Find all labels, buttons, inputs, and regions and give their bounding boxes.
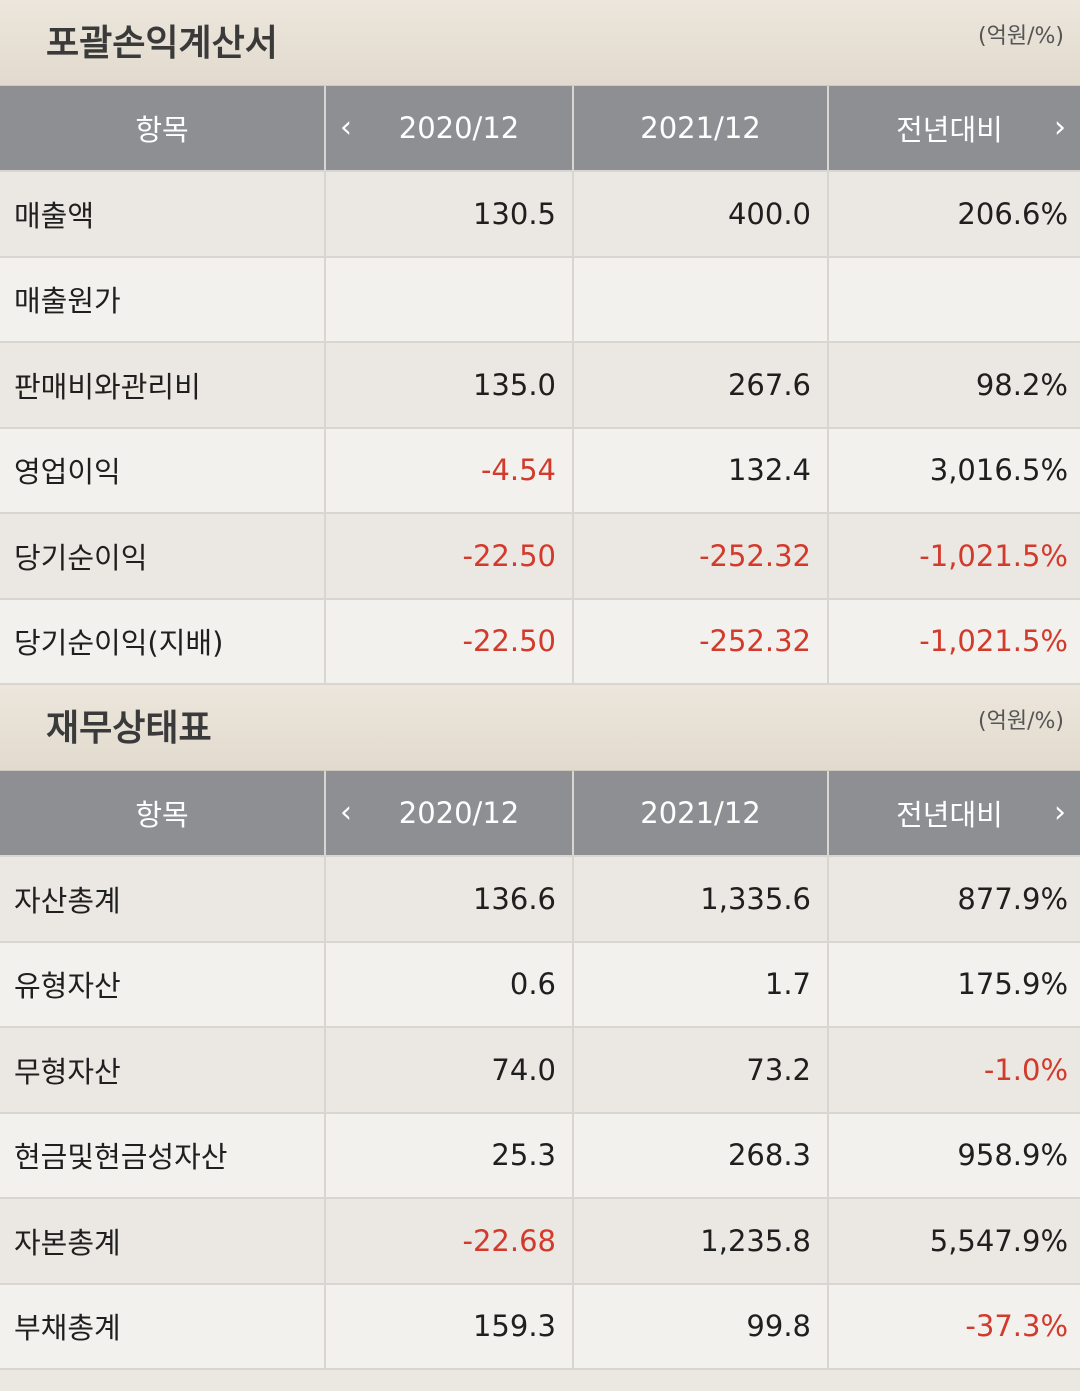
value-2021: 73.2 — [573, 1027, 829, 1114]
value-yoy: 3,016.5% — [828, 427, 1080, 514]
value-2020: -22.50 — [325, 513, 574, 600]
value-2021: 267.6 — [573, 342, 829, 429]
value-2021: 1,335.6 — [573, 856, 829, 943]
income-statement-unit: (억원/%) — [978, 24, 1064, 49]
table-row: 당기순이익 -22.50 -252.32 -1,021.5% — [0, 513, 1080, 600]
table-row: 자산총계 136.6 1,335.6 877.9% — [0, 856, 1080, 943]
value-2021: 1,235.8 — [573, 1198, 829, 1285]
value-yoy — [828, 256, 1080, 343]
value-2020: 74.0 — [325, 1027, 574, 1114]
row-label: 매출액 — [0, 171, 326, 258]
row-label: 유형자산 — [0, 941, 326, 1028]
table-row: 자본총계 -22.68 1,235.8 5,547.9% — [0, 1198, 1080, 1285]
value-2021: -252.32 — [573, 513, 829, 600]
table-row: 판매비와관리비 135.0 267.6 98.2% — [0, 342, 1080, 429]
balance-table-body: 자산총계 136.6 1,335.6 877.9% 유형자산 0.6 1.7 175.9% … — [0, 856, 1080, 1370]
value-yoy: 877.9% — [828, 856, 1080, 943]
chevron-left-icon[interactable]: ‹ — [340, 795, 352, 830]
balance-sheet-table: 항목 ‹ 2020/12 2021/12 전년대비 › 자산총계 136.6 1,3… — [0, 771, 1080, 1370]
income-table-header: 항목 ‹ 2020/12 2021/12 전년대비 › — [0, 86, 1080, 172]
value-2021: -252.32 — [573, 598, 829, 685]
value-yoy: 206.6% — [828, 171, 1080, 258]
value-2020: -22.50 — [325, 598, 574, 685]
value-yoy: 5,547.9% — [828, 1198, 1080, 1285]
value-2020: 136.6 — [325, 856, 574, 943]
balance-table-header: 항목 ‹ 2020/12 2021/12 전년대비 › — [0, 771, 1080, 857]
yoy-column-header: 전년대비 › — [828, 86, 1080, 172]
row-label: 현금및현금성자산 — [0, 1112, 326, 1199]
value-yoy: 175.9% — [828, 941, 1080, 1028]
table-row: 부채총계 159.3 99.8 -37.3% — [0, 1283, 1080, 1370]
value-2020: 0.6 — [325, 941, 574, 1028]
chevron-right-icon[interactable]: › — [1054, 110, 1066, 145]
income-table-body: 매출액 130.5 400.0 206.6% 매출원가 판매비와관리비 135.0 267… — [0, 171, 1080, 685]
table-row: 매출액 130.5 400.0 206.6% — [0, 171, 1080, 258]
table-row: 매출원가 — [0, 256, 1080, 343]
value-yoy: -37.3% — [828, 1283, 1080, 1370]
income-statement-header: 포괄손익계산서 (억원/%) — [0, 0, 1080, 86]
item-column-header: 항목 — [0, 771, 326, 857]
income-statement-table: 항목 ‹ 2020/12 2021/12 전년대비 › 매출액 130.5 400.… — [0, 86, 1080, 685]
table-row: 무형자산 74.0 73.2 -1.0% — [0, 1027, 1080, 1114]
row-label: 자본총계 — [0, 1198, 326, 1285]
value-2021 — [573, 256, 829, 343]
row-label: 판매비와관리비 — [0, 342, 326, 429]
row-label: 자산총계 — [0, 856, 326, 943]
value-2021: 132.4 — [573, 427, 829, 514]
balance-sheet-unit: (억원/%) — [978, 709, 1064, 734]
income-statement-title: 포괄손익계산서 — [46, 23, 278, 64]
table-row: 유형자산 0.6 1.7 175.9% — [0, 941, 1080, 1028]
value-2020: 25.3 — [325, 1112, 574, 1199]
row-label: 매출원가 — [0, 256, 326, 343]
value-2020: -22.68 — [325, 1198, 574, 1285]
value-2020 — [325, 256, 574, 343]
value-yoy: -1,021.5% — [828, 598, 1080, 685]
value-2021: 268.3 — [573, 1112, 829, 1199]
balance-sheet-header: 재무상태표 (억원/%) — [0, 685, 1080, 771]
yoy-column-header: 전년대비 › — [828, 771, 1080, 857]
period-column-header-2: 2021/12 — [573, 86, 829, 172]
value-2020: 130.5 — [325, 171, 574, 258]
table-row: 영업이익 -4.54 132.4 3,016.5% — [0, 427, 1080, 514]
value-2021: 99.8 — [573, 1283, 829, 1370]
table-row: 현금및현금성자산 25.3 268.3 958.9% — [0, 1112, 1080, 1199]
row-label: 당기순이익(지배) — [0, 598, 326, 685]
period-column-header-1: ‹ 2020/12 — [325, 771, 574, 857]
value-2020: 159.3 — [325, 1283, 574, 1370]
row-label: 영업이익 — [0, 427, 326, 514]
value-2020: 135.0 — [325, 342, 574, 429]
chevron-left-icon[interactable]: ‹ — [340, 110, 352, 145]
row-label: 부채총계 — [0, 1283, 326, 1370]
value-2021: 1.7 — [573, 941, 829, 1028]
value-2021: 400.0 — [573, 171, 829, 258]
item-column-header: 항목 — [0, 86, 326, 172]
value-yoy: -1.0% — [828, 1027, 1080, 1114]
period-column-header-1: ‹ 2020/12 — [325, 86, 574, 172]
balance-sheet-title: 재무상태표 — [46, 708, 212, 749]
chevron-right-icon[interactable]: › — [1054, 795, 1066, 830]
value-2020: -4.54 — [325, 427, 574, 514]
value-yoy: 958.9% — [828, 1112, 1080, 1199]
value-yoy: 98.2% — [828, 342, 1080, 429]
row-label: 당기순이익 — [0, 513, 326, 600]
value-yoy: -1,021.5% — [828, 513, 1080, 600]
period-column-header-2: 2021/12 — [573, 771, 829, 857]
row-label: 무형자산 — [0, 1027, 326, 1114]
table-row: 당기순이익(지배) -22.50 -252.32 -1,021.5% — [0, 598, 1080, 685]
